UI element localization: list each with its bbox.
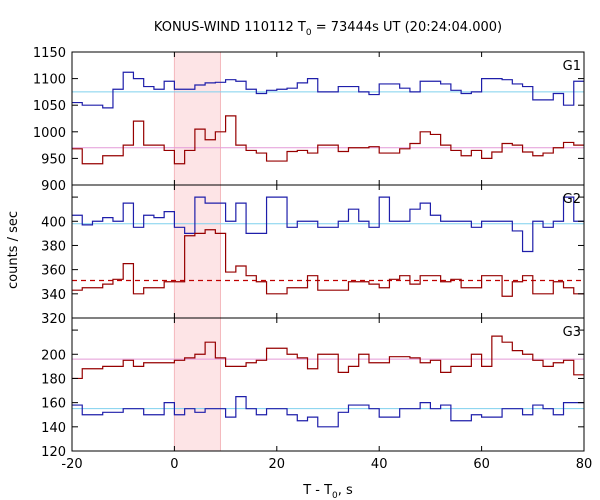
- y-tick-label: 1050: [33, 99, 66, 114]
- y-tick-label: 900: [41, 179, 66, 194]
- y-tick-label: 120: [41, 445, 66, 460]
- plot-area: 9009501000105011001150G1320340360380400G…: [33, 46, 592, 472]
- series-blue-histogram: [72, 395, 584, 428]
- series-red-histogram: [72, 115, 584, 165]
- x-axis-label-sub: 0: [332, 491, 338, 500]
- chart-title-sub: 0: [306, 28, 312, 38]
- y-tick-label: 320: [41, 312, 66, 327]
- x-tick-label: 0: [170, 457, 178, 472]
- x-axis-label: T - T0, s: [302, 483, 353, 500]
- x-tick-label: -20: [61, 457, 82, 472]
- panel-label: G3: [563, 325, 581, 340]
- y-tick-label: 340: [41, 288, 66, 303]
- x-axis-label-suffix: , s: [338, 483, 353, 498]
- x-tick-label: 20: [269, 457, 286, 472]
- y-tick-label: 380: [41, 239, 66, 254]
- x-tick-label: 80: [576, 457, 593, 472]
- panel-frame: [71, 184, 585, 319]
- panel-label: G2: [563, 192, 581, 207]
- x-tick-label: 60: [473, 457, 490, 472]
- chart-title-prefix: KONUS-WIND 110112 T: [154, 20, 306, 35]
- series-red-histogram: [72, 229, 584, 297]
- panel-label: G1: [563, 59, 581, 74]
- x-axis-label-prefix: T - T: [302, 483, 332, 498]
- y-tick-label: 1150: [33, 46, 66, 61]
- series-blue-histogram: [72, 196, 584, 253]
- series-red-histogram: [72, 335, 584, 380]
- y-tick-label: 160: [41, 397, 66, 412]
- y-tick-label: 1000: [33, 126, 66, 141]
- shaded-interval: [174, 52, 221, 451]
- series-blue-histogram: [72, 71, 584, 109]
- panel-frame: [71, 51, 585, 186]
- panel-g3: 120 140 160 180 200 G3: [41, 317, 585, 460]
- y-tick-label: 950: [41, 152, 66, 167]
- chart-title-suffix: = 73444s UT (20:24:04.000): [312, 20, 502, 35]
- y-tick-label: 140: [41, 421, 66, 436]
- y-tick-label: 1100: [33, 73, 66, 88]
- x-tick-label: 40: [371, 457, 388, 472]
- y-tick-label: 400: [41, 215, 66, 230]
- y-tick-label: 360: [41, 264, 66, 279]
- y-tick-label: 200: [41, 348, 66, 363]
- y-axis-label: counts / sec: [6, 211, 21, 289]
- panel-frame: [71, 317, 585, 452]
- chart-title: KONUS-WIND 110112 T0 = 73444s UT (20:24:…: [154, 20, 502, 38]
- y-tick-label: 180: [41, 372, 66, 387]
- panel-g1: 900 950 1000 1050 1100 1150 G1: [33, 46, 585, 194]
- panel-g2: 320 340 360 380 400 G2: [41, 184, 585, 327]
